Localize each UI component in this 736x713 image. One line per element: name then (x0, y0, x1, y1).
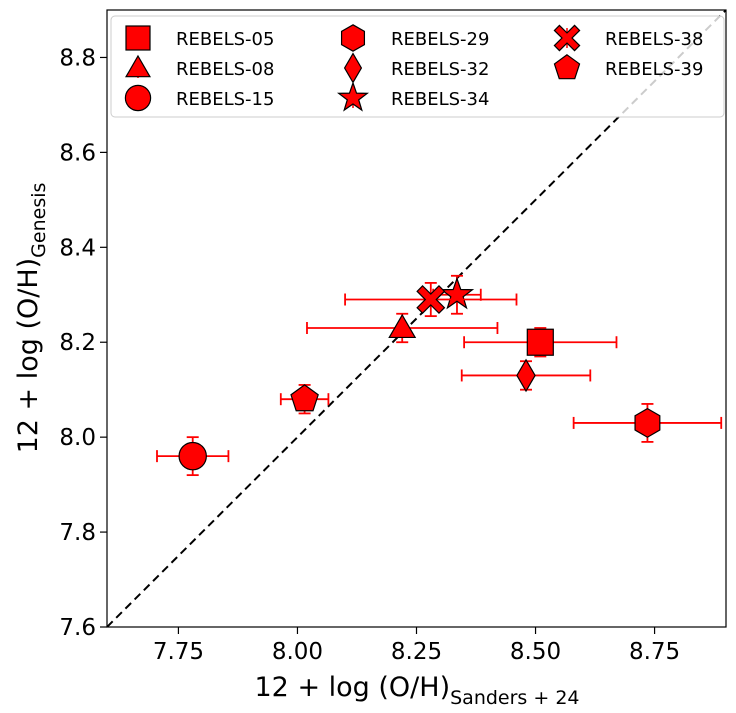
legend-marker-rebels-29 (340, 24, 366, 52)
y-axis-label-main: 12 + log (O/H) (13, 258, 44, 454)
x-tick-label: 8.25 (391, 639, 442, 665)
point-rebels-29 (572, 403, 723, 443)
legend-item-rebels-32: REBELS-32 (343, 52, 489, 84)
legend-item-rebels-34: REBELS-34 (336, 81, 489, 112)
x-axis-label: 12 + log (O/H)Sanders + 24 (255, 672, 580, 709)
legend-marker-rebels-39 (553, 54, 581, 80)
x-axis-label-sub: Sanders + 24 (450, 687, 579, 709)
legend-item-rebels-39: REBELS-39 (553, 54, 703, 80)
legend-item-rebels-15: REBELS-15 (124, 84, 274, 112)
legend-label-rebels-05: REBELS-05 (176, 29, 274, 50)
y-tick-label: 8.4 (59, 235, 96, 261)
legend-marker-rebels-38 (553, 24, 581, 52)
legend-label-rebels-15: REBELS-15 (176, 89, 274, 110)
legend-marker-rebels-05 (125, 25, 151, 51)
y-tick-label: 7.6 (59, 615, 96, 641)
legend-label-rebels-38: REBELS-38 (605, 29, 703, 50)
legend-item-rebels-05: REBELS-05 (125, 25, 274, 51)
legend-items: REBELS-05 REBELS-08 REBELS-15 REBELS-29 REBE… (124, 24, 703, 112)
y-tick-label: 8.6 (59, 140, 96, 166)
marker-rebels-29 (634, 407, 661, 438)
marker-rebels-38 (416, 285, 446, 315)
x-tick-label: 7.75 (153, 639, 204, 665)
point-rebels-32 (460, 358, 592, 393)
legend-label-rebels-08: REBELS-08 (176, 59, 274, 80)
legend-label-rebels-29: REBELS-29 (391, 29, 489, 50)
x-tick-label: 8.00 (272, 639, 323, 665)
marker-rebels-32 (516, 358, 536, 393)
marker-rebels-15 (178, 441, 207, 471)
data-points (156, 274, 723, 477)
legend-marker-rebels-34 (336, 81, 370, 112)
x-axis-ticks: 7.75 8.00 8.25 8.50 8.75 (153, 627, 680, 665)
marker-rebels-08 (388, 313, 417, 339)
legend-item-rebels-29: REBELS-29 (340, 24, 489, 52)
y-tick-label: 7.8 (59, 520, 96, 546)
y-tick-label: 8.0 (59, 425, 96, 451)
point-rebels-39 (279, 384, 330, 415)
marker-rebels-05 (526, 328, 554, 356)
y-tick-label: 8.2 (59, 330, 96, 356)
marker-rebels-34 (439, 276, 475, 310)
point-rebels-05 (463, 327, 618, 358)
legend-item-rebels-38: REBELS-38 (553, 24, 703, 52)
legend-label-rebels-32: REBELS-32 (391, 59, 489, 80)
legend-label-rebels-39: REBELS-39 (605, 59, 703, 80)
x-tick-label: 8.50 (510, 639, 561, 665)
point-rebels-38 (344, 282, 518, 318)
legend-marker-rebels-15 (124, 84, 152, 112)
legend-marker-rebels-08 (125, 54, 151, 78)
legend: REBELS-05 REBELS-08 REBELS-15 REBELS-29 REBE… (110, 15, 725, 118)
y-axis-label: 12 + log (O/H)Genesis (13, 183, 50, 454)
y-tick-label: 8.8 (59, 45, 96, 71)
point-rebels-15 (156, 436, 230, 477)
y-axis-label-sub: Genesis (28, 183, 50, 258)
legend-label-rebels-34: REBELS-34 (391, 89, 489, 110)
marker-rebels-39 (290, 384, 319, 412)
y-axis-ticks: 7.6 7.8 8.0 8.2 8.4 8.6 8.8 (59, 45, 107, 641)
x-axis-label-main: 12 + log (O/H) (255, 672, 451, 703)
point-rebels-08 (306, 312, 499, 344)
x-tick-label: 8.75 (629, 639, 680, 665)
legend-item-rebels-08: REBELS-08 (125, 54, 274, 80)
